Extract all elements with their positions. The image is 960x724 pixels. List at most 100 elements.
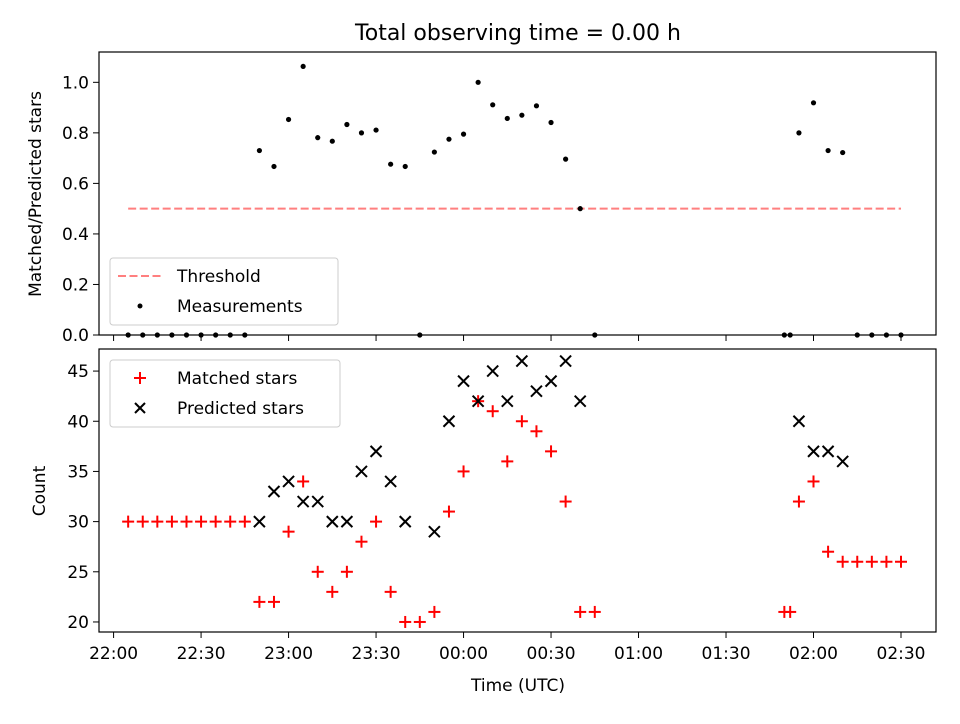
matched-stars-point	[880, 555, 893, 568]
matched-stars-point	[457, 465, 470, 478]
measurements-point	[329, 138, 335, 144]
measurements-point	[388, 161, 394, 167]
predicted-stars-point	[486, 364, 499, 378]
measurements-point	[446, 136, 452, 142]
matched-stars-point	[136, 515, 149, 528]
measurements-point	[548, 119, 554, 126]
measurements-point	[300, 63, 306, 70]
x-axis-label: Time (UTC)	[470, 676, 565, 696]
predicted-stars-point	[836, 455, 849, 468]
predicted-stars-point	[807, 445, 820, 458]
bottom-y-tick-label: 45	[67, 362, 89, 382]
predicted-stars-point	[530, 384, 543, 398]
measurements-legend-label: Measurements	[177, 297, 303, 317]
top-plot-area: 0.0 0.2 0.4 0.6 0.8 1.0	[62, 51, 937, 346]
matched-stars-point	[209, 515, 222, 528]
top-legend: Threshold Measurements	[109, 257, 339, 326]
bottom-frame	[98, 348, 937, 633]
matched-stars-legend-swatch	[134, 372, 146, 384]
matched-stars-point	[442, 505, 455, 518]
bottom-x-tick-label: 22:30	[177, 644, 226, 664]
matched-stars-point	[326, 585, 339, 598]
bottom-x-tick-label: 01:30	[702, 644, 751, 664]
predicted-stars-legend-swatch	[134, 402, 146, 414]
measurements-point	[256, 147, 263, 154]
chart-title: Total observing time = 0.00 h	[354, 21, 681, 46]
top-frame	[98, 51, 937, 336]
measurements-point	[840, 149, 846, 156]
measurements-point	[825, 147, 831, 154]
measurements-point	[563, 156, 569, 162]
predicted-stars-point	[471, 394, 485, 408]
matched-stars-point	[238, 515, 251, 528]
bottom-y-tick-label: 30	[67, 513, 89, 533]
predicted-stars-point	[821, 445, 835, 458]
measurements-point	[796, 130, 802, 136]
measurements-point	[577, 206, 583, 212]
bottom-x-tick-label: 00:30	[527, 644, 576, 664]
bottom-x-tick-label: 23:30	[352, 644, 401, 664]
top-y-tick-label: 0.6	[62, 174, 89, 194]
matched-stars-point	[428, 605, 441, 618]
bottom-legend-box	[109, 359, 341, 428]
matched-stars-point	[574, 605, 587, 618]
measurements-point	[519, 112, 525, 118]
matched-stars-point	[865, 555, 878, 568]
matched-stars-point	[165, 515, 178, 528]
predicted-stars-point	[399, 515, 412, 528]
predicted-stars-point	[311, 495, 324, 508]
measurements-point	[358, 130, 365, 136]
matched-stars-point	[836, 555, 849, 568]
top-y-tick-label: 0.4	[62, 225, 89, 245]
bottom-x-tick-label: 23:00	[264, 644, 313, 664]
matched-stars-point	[180, 515, 193, 528]
bottom-x-tick-label: 22:00	[89, 644, 138, 664]
measurements-legend-swatch	[137, 303, 143, 309]
top-y-tick-label: 0.8	[62, 124, 89, 144]
measurements-point	[315, 135, 321, 141]
measurements-point	[460, 131, 467, 137]
top-y-tick-label: 0.2	[62, 275, 89, 295]
matched-stars-point	[559, 495, 572, 508]
measurements-point	[475, 79, 481, 85]
predicted-stars-point	[792, 415, 806, 428]
matched-stars-point	[530, 425, 543, 438]
bottom-x-tick-label: 02:30	[877, 644, 926, 664]
matched-stars-point	[267, 595, 280, 608]
matched-stars-point	[340, 565, 353, 578]
bottom-x-tick-label: 00:00	[439, 644, 488, 664]
bottom-x-tick-label: 01:00	[614, 644, 663, 664]
top-y-axis-label: Matched/Predicted stars	[26, 91, 46, 297]
matched-stars-legend-label: Matched stars	[177, 369, 297, 389]
predicted-stars-point	[428, 525, 441, 538]
bottom-legend: Matched stars Predicted stars	[109, 359, 341, 428]
predicted-stars-legend-label: Predicted stars	[177, 399, 304, 419]
measurements-point	[431, 149, 437, 155]
measurements-point	[504, 115, 510, 122]
matched-stars-point	[384, 585, 397, 598]
matched-stars-point	[282, 525, 295, 538]
matched-stars-point	[486, 405, 499, 418]
bottom-y-tick-label: 35	[67, 462, 89, 482]
predicted-stars-point	[501, 394, 514, 408]
measurements-point	[271, 163, 277, 170]
predicted-stars-point	[559, 354, 572, 368]
predicted-stars-point	[515, 354, 529, 368]
predicted-stars-point	[355, 465, 368, 478]
matched-stars-point	[792, 495, 805, 508]
measurements-point	[533, 103, 540, 109]
predicted-stars-point	[384, 475, 397, 488]
predicted-stars-point	[267, 485, 281, 498]
matched-stars-point	[370, 515, 383, 528]
matched-stars-point	[588, 605, 601, 618]
measurements-point	[285, 116, 292, 123]
matched-stars-point	[224, 515, 237, 528]
matched-stars-point	[122, 515, 135, 528]
predicted-stars-point	[326, 515, 339, 528]
predicted-stars-point	[253, 515, 266, 528]
matched-stars-point	[822, 545, 835, 558]
measurements-point	[810, 100, 817, 106]
top-y-tick-label: 0.0	[62, 326, 89, 346]
matched-stars-point	[195, 515, 208, 528]
